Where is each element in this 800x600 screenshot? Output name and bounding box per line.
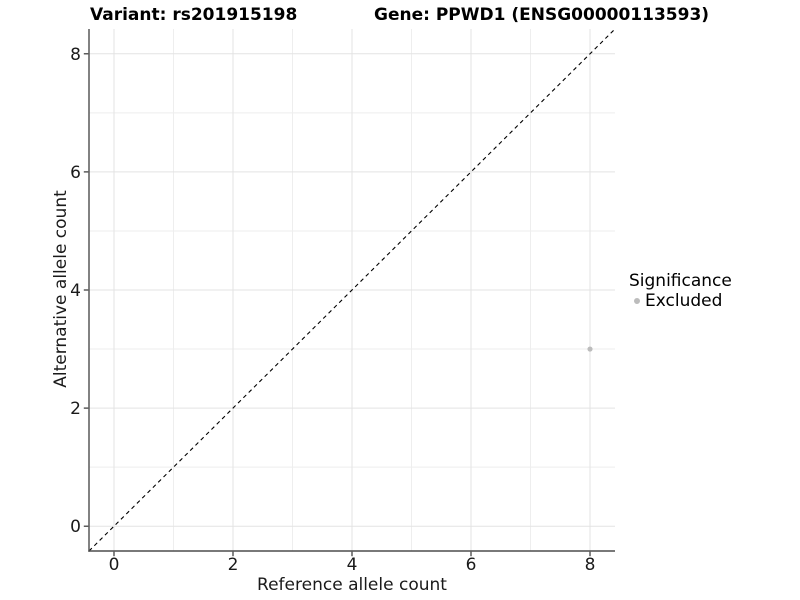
- x-tick-label: 8: [585, 555, 596, 575]
- y-tick-label: 8: [70, 45, 81, 65]
- excluded-point-icon: [634, 298, 640, 304]
- identity-line: [88, 28, 616, 552]
- y-tick-label: 6: [70, 163, 81, 183]
- x-tick-label: 4: [347, 555, 358, 575]
- x-tick-label: 6: [466, 555, 477, 575]
- x-axis-title: Reference allele count: [257, 575, 447, 595]
- y-tick-label: 2: [70, 399, 81, 419]
- y-tick-label: 4: [70, 281, 81, 301]
- legend: Significance Excluded: [629, 271, 732, 310]
- plot-title-variant: Variant: rs201915198: [90, 5, 298, 25]
- legend-item-label: Excluded: [645, 291, 723, 311]
- data-point: [587, 346, 593, 352]
- legend-title: Significance: [629, 271, 732, 291]
- x-tick-label: 2: [228, 555, 239, 575]
- y-tick-label: 0: [70, 517, 81, 537]
- plot-title-gene: Gene: PPWD1 (ENSG00000113593): [374, 5, 710, 25]
- x-tick-label: 0: [109, 555, 120, 575]
- y-axis-title: Alternative allele count: [51, 190, 71, 388]
- legend-item-excluded: Excluded: [629, 292, 732, 310]
